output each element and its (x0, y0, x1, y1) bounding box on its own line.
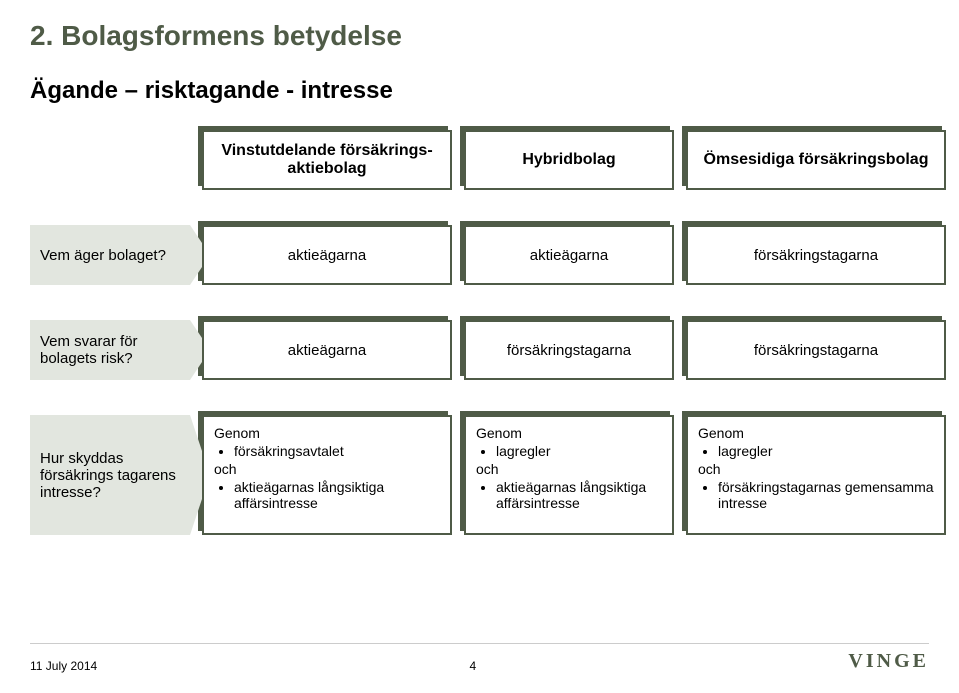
row3-cell1-lead: Genom (214, 425, 440, 441)
page-title: 2. Bolagsformens betydelse (30, 20, 929, 52)
row-question-1: Vem äger bolaget? (30, 225, 190, 285)
row-question-3: Hur skyddas försäkrings tagarens intress… (30, 415, 190, 535)
row3-cell3-item1: lagregler (718, 443, 934, 459)
row3-cell1-item2: aktieägarnas långsiktiga affärsintresse (234, 479, 440, 511)
row3-cell3: Genom lagregler och försäkringstagarnas … (686, 415, 946, 535)
row3-cell2-lead: Genom (476, 425, 662, 441)
footer: 11 July 2014 4 VINGE (30, 643, 929, 673)
row2-cell3: försäkringstagarna (686, 320, 946, 380)
header-spacer (30, 130, 190, 190)
footer-page: 4 (469, 659, 476, 673)
row3-cell1-mid: och (214, 461, 440, 477)
header-col-3: Ömsesidiga försäkringsbolag (686, 130, 946, 190)
row3-cell3-item2: försäkringstagarnas gemensamma intresse (718, 479, 934, 511)
row3-cell3-mid: och (698, 461, 934, 477)
header-col-1: Vinstutdelande försäkrings-aktiebolag (202, 130, 452, 190)
row-question-2: Vem svarar för bolagets risk? (30, 320, 190, 380)
row1-cell1: aktieägarna (202, 225, 452, 285)
row3-cell2-item2: aktieägarnas långsiktiga affärsintresse (496, 479, 662, 511)
row3-cell3-lead: Genom (698, 425, 934, 441)
row1-cell2: aktieägarna (464, 225, 674, 285)
row3-cell1: Genom försäkringsavtalet och aktieägarna… (202, 415, 452, 535)
row3-cell2: Genom lagregler och aktieägarnas långsik… (464, 415, 674, 535)
row1-cell3: försäkringstagarna (686, 225, 946, 285)
page-subtitle: Ägande – risktagande - intresse (30, 77, 929, 105)
row3-cell1-item1: försäkringsavtalet (234, 443, 440, 459)
row2-cell1: aktieägarna (202, 320, 452, 380)
header-col-2: Hybridbolag (464, 130, 674, 190)
row3-cell2-item1: lagregler (496, 443, 662, 459)
row3-cell2-mid: och (476, 461, 662, 477)
row2-cell2: försäkringstagarna (464, 320, 674, 380)
footer-logo: VINGE (848, 650, 929, 673)
footer-date: 11 July 2014 (30, 659, 97, 673)
diagram-grid: Vinstutdelande försäkrings-aktiebolag Hy… (30, 130, 929, 535)
